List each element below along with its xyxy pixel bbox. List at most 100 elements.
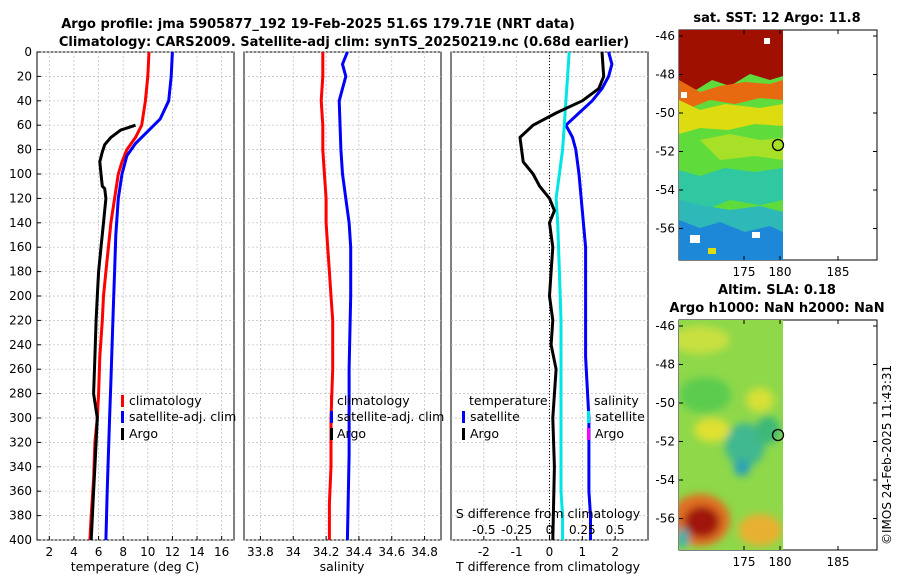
salinity-legend: climatology satellite-adj. clim Argo (330, 393, 444, 441)
legend-argo-label: Argo (129, 426, 158, 441)
argo-location-marker (771, 138, 785, 152)
main-title-line2: Climatology: CARS2009. Satellite-adj cli… (59, 35, 629, 50)
x-tick-label: 12 (165, 545, 180, 559)
difference-legend-right: salinity satellite Argo (587, 393, 645, 441)
map-x-tick-label: 180 (769, 265, 792, 279)
map-y-tick-label: -54 (655, 183, 675, 197)
x-tick-label: 0 (546, 545, 554, 559)
legend-salinity-heading: salinity (594, 393, 639, 408)
y-tick-label: 320 (9, 435, 32, 449)
legend-argo-swatch (121, 428, 124, 440)
s-tick-label: 0.25 (569, 523, 596, 537)
argo-location-marker (771, 428, 785, 442)
x-tick-label: -2 (478, 545, 490, 559)
y-tick-label: 140 (9, 216, 32, 230)
legend-temperature-heading: temperature (469, 393, 548, 408)
temperature-xlabel: temperature (deg C) (71, 559, 200, 574)
legend-t-argo-label: Argo (470, 426, 499, 441)
map-y-tick-label: -46 (655, 29, 675, 43)
map-y-tick-label: -50 (655, 106, 675, 120)
legend-t-satellite-swatch (462, 411, 465, 423)
map-y-tick-label: -50 (655, 396, 675, 410)
map-x-tick-label: 185 (827, 555, 850, 569)
x-tick-label: 8 (119, 545, 127, 559)
sst-field (679, 30, 783, 260)
sst-map-panel: sat. SST: 12 Argo: 11.8 175 180 185 -46 -48 -… (655, 11, 878, 279)
s-tick-label: -0.5 (472, 523, 495, 537)
temperature-panel: 0 20 40 60 80 100 120 140 160 180 200 220 240 260 280 3… (9, 45, 236, 574)
sla-map-panel: Altim. SLA: 0.18 Argo h1000: NaN h2000: … (655, 283, 884, 569)
series-line-satellite-adj-clim (337, 51, 353, 541)
legend-climatology-label: climatology (129, 393, 202, 408)
map-y-tick-label: -46 (655, 319, 675, 333)
legend-s-argo-label: Argo (595, 426, 624, 441)
sla-map-title-line1: Altim. SLA: 0.18 (718, 283, 836, 298)
map-y-tick-label: -52 (655, 145, 675, 159)
s-tick-label: 0.5 (606, 523, 625, 537)
y-tick-label: 340 (9, 460, 32, 474)
series-line-argo (89, 123, 136, 541)
legend-satellite-swatch (330, 411, 333, 423)
legend-satellite-label: satellite-adj. clim (337, 409, 444, 424)
x-tick-label: 14 (189, 545, 204, 559)
x-tick-label: 2 (45, 545, 53, 559)
legend-satellite-label: satellite-adj. clim (129, 409, 236, 424)
imos-watermark: ©IMOS 24-Feb-2025 11:43:31 (880, 365, 894, 545)
x-tick-label: 34.8 (411, 545, 438, 559)
legend-s-satellite-label: satellite (595, 409, 645, 424)
x-tick-label: 34.6 (378, 545, 405, 559)
series-line-t-argo (518, 51, 606, 541)
y-tick-label: 20 (17, 69, 32, 83)
x-tick-label: -1 (511, 545, 523, 559)
t-difference-xlabel: T difference from climatology (455, 559, 641, 574)
map-x-tick-label: 180 (769, 555, 792, 569)
x-tick-label: 6 (95, 545, 103, 559)
x-tick-label: 34.2 (313, 545, 340, 559)
series-line-s-satellite (554, 51, 571, 540)
y-tick-label: 0 (24, 45, 32, 59)
legend-satellite-swatch (121, 411, 124, 423)
temperature-grid (37, 51, 234, 541)
sla-map-title-line2: Argo h1000: NaN h2000: NaN (669, 301, 884, 316)
sla-field (679, 320, 783, 550)
s-tick-label: -0.25 (501, 523, 532, 537)
y-tick-label: 280 (9, 387, 32, 401)
y-tick-label: 40 (17, 94, 32, 108)
main-title-line1: Argo profile: jma 5905877_192 19-Feb-202… (61, 17, 575, 32)
x-tick-label: 34.4 (346, 545, 373, 559)
legend-argo-label: Argo (337, 426, 366, 441)
y-tick-label: 100 (9, 167, 32, 181)
x-tick-label: 10 (140, 545, 155, 559)
y-tick-label: 300 (9, 411, 32, 425)
sst-map-title: sat. SST: 12 Argo: 11.8 (693, 11, 860, 26)
x-tick-label: 34 (286, 545, 301, 559)
difference-panel: -2 -1 0 1 2 -0.5 -0.25 0 0.25 0.5 S difference f… (450, 51, 649, 574)
x-tick-label: 16 (214, 545, 229, 559)
map-y-tick-label: -52 (655, 435, 675, 449)
y-tick-label: 120 (9, 191, 32, 205)
salinity-grid (244, 51, 441, 541)
y-tick-label: 80 (17, 143, 32, 157)
difference-legend-left: temperature satellite Argo (462, 393, 548, 441)
y-tick-label: 180 (9, 265, 32, 279)
x-tick-label: 1 (579, 545, 587, 559)
legend-climatology-swatch (121, 395, 124, 407)
s-difference-label: S difference from climatology (456, 506, 641, 521)
legend-t-argo-swatch (462, 428, 465, 440)
salinity-xlabel: salinity (320, 559, 365, 574)
legend-t-satellite-label: satellite (470, 409, 520, 424)
y-tick-label: 220 (9, 313, 32, 327)
y-tick-label: 260 (9, 362, 32, 376)
legend-s-argo-swatch (587, 428, 590, 440)
y-tick-label: 380 (9, 509, 32, 523)
temperature-legend: climatology satellite-adj. clim Argo (121, 393, 236, 441)
legend-climatology-swatch (330, 395, 333, 407)
y-tick-label: 160 (9, 240, 32, 254)
y-tick-label: 360 (9, 484, 32, 498)
map-x-tick-label: 175 (733, 265, 756, 279)
map-x-tick-label: 185 (827, 265, 850, 279)
legend-argo-swatch (330, 428, 333, 440)
series-line-satellite-adj-clim (104, 51, 174, 541)
y-tick-label: 60 (17, 118, 32, 132)
